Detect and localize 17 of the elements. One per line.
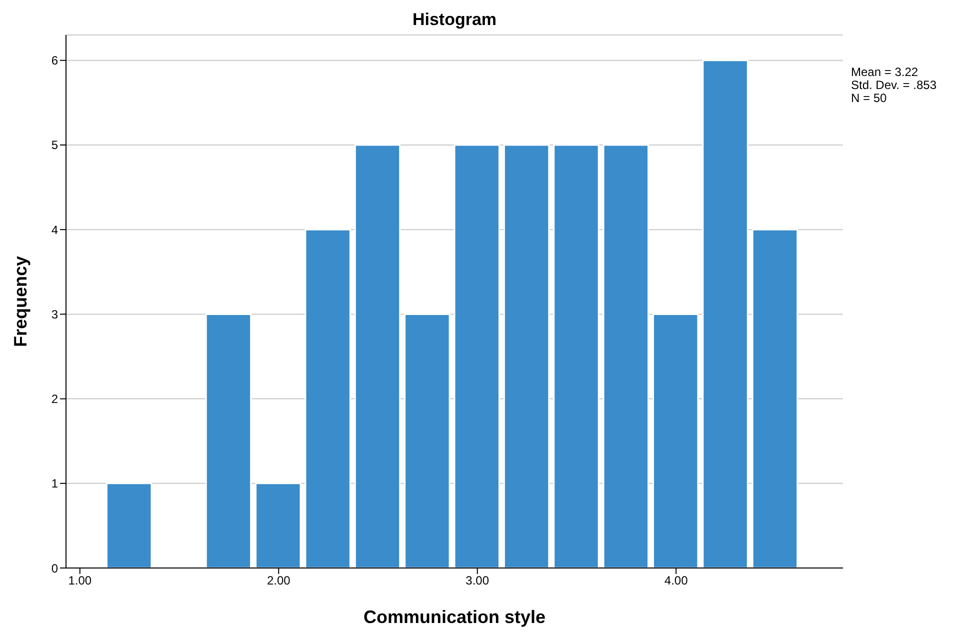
y-tick-label: 0 [51, 561, 58, 576]
y-tick-label: 3 [51, 307, 58, 322]
y-axis-title: Frequency [10, 256, 30, 348]
y-tick-label: 6 [51, 54, 58, 68]
x-tick-label: 3.00 [466, 574, 490, 588]
text: N = 50 [851, 91, 888, 105]
text: Mean = 3.22 [851, 65, 920, 79]
y-tick-label: 4 [51, 222, 58, 237]
y-tick-label: 5 [51, 138, 58, 152]
chart-title: Histogram [411, 10, 498, 30]
x-tick-label: 4.00 [664, 574, 688, 588]
y-tick-label: 2 [51, 392, 58, 406]
x-tick-label: 1.00 [68, 574, 92, 588]
x-axis-title: Communication style [363, 607, 546, 627]
y-tick-label: 1 [51, 476, 58, 491]
x-tick-label: 2.00 [266, 574, 291, 588]
text: Std. Dev. = .853 [851, 78, 936, 92]
